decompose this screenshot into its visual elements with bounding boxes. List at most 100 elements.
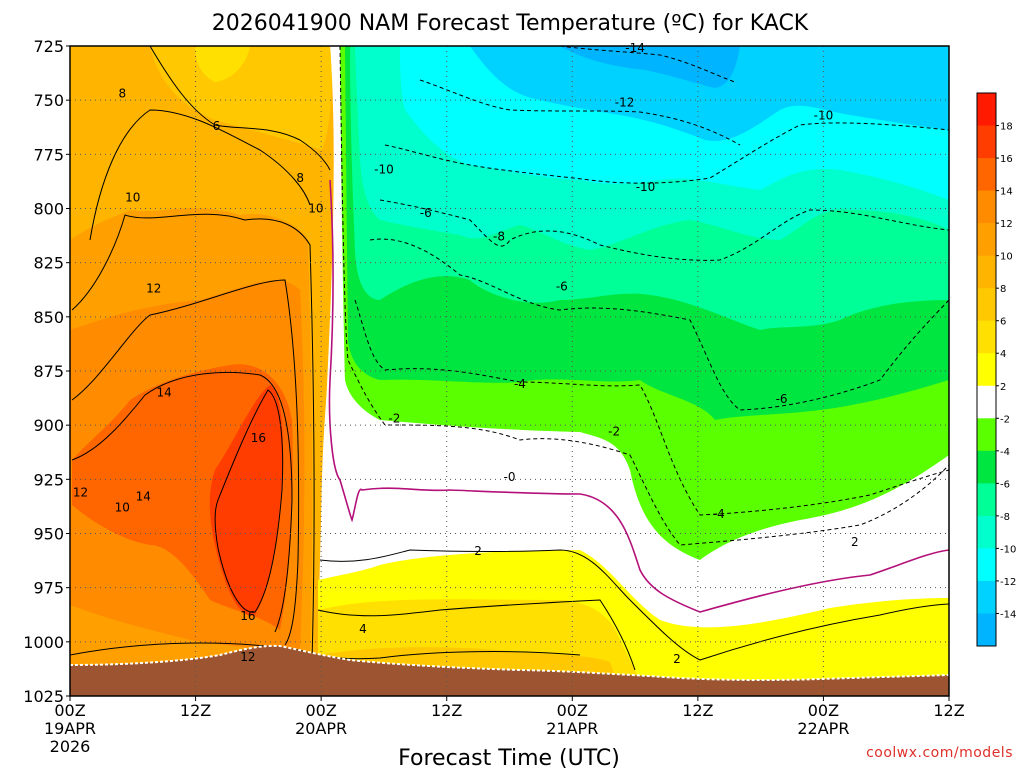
colorbar-swatch	[977, 223, 996, 257]
contour-m2	[339, 46, 949, 546]
colorbar-swatch	[977, 288, 996, 322]
colorbar-swatch	[977, 255, 996, 289]
contour-label: 16	[251, 431, 266, 445]
contour-label: 10	[125, 191, 140, 205]
colorbar-label: 4	[1000, 349, 1006, 360]
colorbar-label: 16	[1000, 154, 1013, 165]
region-warm-16	[209, 385, 284, 616]
contour-m6	[369, 238, 949, 411]
contour-label: -8	[493, 230, 505, 244]
colorbar-swatch	[977, 580, 996, 614]
colorbar-label: -8	[1000, 512, 1010, 523]
x-tick-label: 00Z	[305, 701, 336, 720]
contour-m12	[419, 79, 741, 146]
region-near-zero	[321, 380, 949, 625]
colorbar-swatch	[977, 418, 996, 452]
colorbar-swatch	[977, 483, 996, 517]
contour-label: 12	[73, 485, 88, 499]
contour-label: 2	[851, 535, 859, 549]
x-tick-label: 19APR	[44, 719, 96, 738]
contour-label: -4	[514, 377, 526, 391]
temperature-field	[70, 46, 949, 696]
contour-label: -2	[608, 425, 620, 439]
x-tick-label: 20APR	[295, 719, 347, 738]
x-tick-label: 12Z	[682, 701, 713, 720]
x-tick-label: 22APR	[797, 719, 849, 738]
contour-m14	[559, 46, 736, 83]
colorbar-frame	[976, 92, 997, 647]
colorbar-label: 14	[1000, 187, 1013, 198]
contour-label: -6	[420, 206, 432, 220]
contour-label: 10	[308, 202, 323, 216]
contour-label: 12	[240, 650, 255, 664]
contour-label: -0	[504, 470, 516, 484]
y-tick-label: 950	[33, 525, 64, 544]
contour-label: 14	[157, 386, 172, 400]
region-cold-m14	[470, 46, 949, 141]
y-axis: 725 750 775 800 825 850 875 900 925 950 975 1000 102…	[23, 37, 70, 706]
x-tick-label: 12Z	[180, 701, 211, 720]
contour-16	[214, 389, 284, 613]
contour-zero	[328, 179, 949, 613]
contour-label: -4	[713, 507, 725, 521]
x-tick-label: 2026	[50, 737, 91, 756]
y-tick-label: 900	[33, 416, 64, 435]
contour-label: 2	[673, 652, 681, 666]
contour-label: -14	[625, 41, 645, 55]
colorbar-label: 10	[1000, 252, 1013, 263]
contour-m10	[384, 122, 949, 184]
contour-label: 8	[296, 171, 304, 185]
y-tick-label: 875	[33, 362, 64, 381]
ground-surface	[70, 645, 949, 696]
contour-label: -2	[388, 412, 400, 426]
region-warm-4	[195, 46, 250, 82]
colorbar-swatch	[977, 353, 996, 387]
y-tick-label: 1000	[23, 633, 64, 652]
contour-label: -6	[556, 280, 568, 294]
contour-4	[317, 599, 636, 671]
x-axis-label: Forecast Time (UTC)	[398, 746, 620, 768]
credit-text: coolwx.com/models	[866, 745, 1013, 761]
colorbar-label: 8	[1000, 284, 1006, 295]
colorbar-swatch	[977, 125, 996, 159]
contour-12	[71, 279, 300, 646]
contour-label: -6	[776, 392, 788, 406]
colorbar-label: -6	[1000, 479, 1010, 490]
colorbar-label: -2	[1000, 414, 1010, 425]
x-tick-label: 00Z	[557, 701, 588, 720]
colorbar-swatch	[977, 158, 996, 192]
ground-edge	[70, 644, 949, 681]
y-tick-label: 800	[33, 200, 64, 219]
x-tick-label: 00Z	[54, 701, 85, 720]
contour-labels: 8 6 8 10 10 12 14 16 12 14 10 16 12 -14 -12 -10 -10 -10 -6…	[73, 41, 859, 666]
colorbar-label: -4	[1000, 447, 1010, 458]
colorbar-label: 2	[1000, 382, 1006, 393]
contour-8	[89, 109, 311, 241]
colorbar-swatch	[977, 515, 996, 549]
colorbar-label: -14	[1000, 609, 1016, 620]
x-tick-label: 00Z	[808, 701, 839, 720]
contour-2	[319, 549, 949, 661]
contour-label: -10	[374, 163, 394, 177]
contour-label: -10	[636, 180, 656, 194]
contour-label: 4	[359, 622, 367, 636]
region-cold-m16	[560, 46, 740, 88]
colorbar-label: -12	[1000, 577, 1016, 588]
contour-m8	[379, 199, 949, 261]
colorbar-swatch	[977, 450, 996, 484]
x-tick-label: 21APR	[546, 719, 598, 738]
y-tick-label: 925	[33, 470, 64, 489]
x-tick-label: 12Z	[933, 701, 964, 720]
contour-label: 12	[146, 282, 161, 296]
contour-label: 6	[213, 119, 221, 133]
colorbar-swatch	[977, 190, 996, 224]
contour-6w	[149, 46, 331, 171]
grid-lines	[70, 46, 949, 696]
contour-label: 16	[240, 609, 255, 623]
colorbar-label: -10	[1000, 544, 1016, 555]
y-tick-label: 775	[33, 145, 64, 164]
y-tick-label: 850	[33, 308, 64, 327]
colorbar-swatch	[977, 320, 996, 354]
